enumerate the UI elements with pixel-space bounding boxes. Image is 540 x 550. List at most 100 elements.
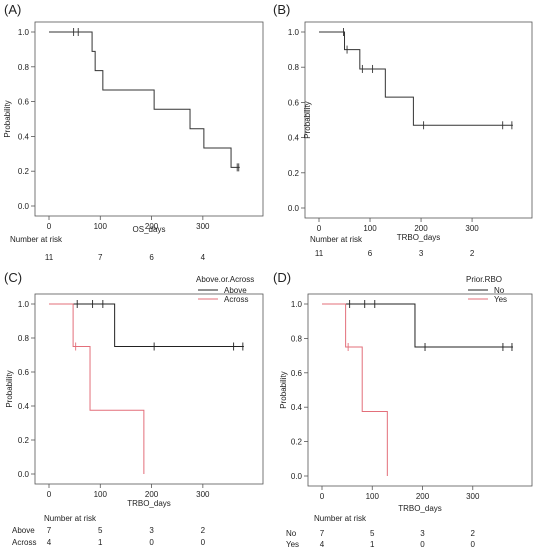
plot-frame — [34, 21, 264, 217]
risk-count: 7 — [47, 526, 52, 535]
survival-curve — [49, 31, 240, 168]
plot-frame — [307, 293, 533, 487]
y-tick-label: 0.8 — [18, 63, 30, 72]
legend-label: Above — [224, 286, 247, 295]
risk-table-title: Number at risk — [310, 235, 363, 244]
panel-label: (D) — [273, 270, 291, 285]
y-axis-title: Probability — [5, 370, 14, 407]
risk-count: 0 — [420, 540, 425, 549]
risk-count: 4 — [201, 253, 206, 262]
survival-curve — [49, 303, 145, 474]
x-axis-title: TRBO_days — [397, 233, 441, 242]
x-tick-label: 0 — [320, 492, 325, 501]
y-tick-label: 0.0 — [291, 472, 303, 481]
risk-count: 3 — [149, 526, 154, 535]
risk-count: 0 — [471, 540, 476, 549]
x-tick-label: 300 — [196, 490, 210, 499]
risk-table-title: Number at risk — [44, 514, 97, 523]
risk-count: 11 — [315, 249, 324, 258]
survival-curve — [319, 31, 513, 126]
y-tick-label: 1.0 — [18, 28, 30, 37]
y-tick-label: 0.4 — [288, 134, 300, 143]
x-axis-title: TRBO_days — [398, 504, 442, 513]
x-axis-title: OS_days — [133, 225, 166, 234]
x-tick-label: 100 — [366, 492, 380, 501]
legend-label: Across — [224, 295, 248, 304]
x-tick-label: 200 — [416, 492, 430, 501]
legend-label: Yes — [494, 295, 507, 304]
x-tick-label: 100 — [94, 490, 108, 499]
x-tick-label: 300 — [466, 492, 480, 501]
risk-count: 3 — [420, 529, 425, 538]
risk-count: 2 — [470, 249, 475, 258]
risk-count: 1 — [98, 538, 103, 547]
risk-table-title: Number at risk — [314, 514, 367, 523]
y-tick-label: 0.6 — [18, 98, 30, 107]
y-tick-label: 0.2 — [288, 169, 300, 178]
survival-curve — [322, 303, 388, 476]
risk-count: 0 — [149, 538, 154, 547]
survival-curve — [322, 303, 513, 348]
risk-count: 0 — [201, 538, 206, 547]
risk-row-label: Across — [12, 538, 36, 547]
y-tick-label: 0.6 — [291, 369, 303, 378]
risk-count: 3 — [419, 249, 424, 258]
risk-count: 11 — [45, 253, 54, 262]
risk-count: 7 — [320, 529, 325, 538]
y-tick-label: 0.6 — [288, 98, 300, 107]
plot-frame — [304, 21, 533, 219]
y-tick-label: 0.4 — [18, 402, 30, 411]
y-tick-label: 0.0 — [18, 202, 30, 211]
survival-curve — [49, 303, 244, 347]
y-tick-label: 0.8 — [291, 334, 303, 343]
x-tick-label: 200 — [145, 490, 159, 499]
risk-count: 4 — [47, 538, 52, 547]
risk-row-label: No — [286, 529, 297, 538]
y-tick-label: 0.2 — [18, 167, 30, 176]
x-axis-title: TRBO_days — [127, 499, 171, 508]
y-tick-label: 0.6 — [18, 368, 30, 377]
x-tick-label: 100 — [94, 222, 108, 231]
risk-count: 2 — [201, 526, 206, 535]
legend-label: No — [494, 286, 505, 295]
x-tick-label: 200 — [414, 224, 428, 233]
y-tick-label: 1.0 — [291, 300, 303, 309]
panel-label: (C) — [4, 270, 22, 285]
y-tick-label: 0.0 — [288, 204, 300, 213]
risk-count: 2 — [471, 529, 476, 538]
panel-label: (B) — [273, 2, 290, 17]
panel-label: (A) — [4, 2, 21, 17]
x-tick-label: 200 — [145, 222, 159, 231]
risk-count: 5 — [98, 526, 103, 535]
y-axis-title: Probability — [279, 371, 288, 408]
y-tick-label: 0.4 — [18, 132, 30, 141]
x-tick-label: 0 — [47, 222, 52, 231]
y-tick-label: 1.0 — [18, 300, 30, 309]
x-tick-label: 0 — [317, 224, 322, 233]
legend-title: Prior.RBO — [466, 275, 502, 284]
x-tick-label: 300 — [196, 222, 210, 231]
legend-title: Above.or.Across — [196, 275, 254, 284]
risk-count: 5 — [370, 529, 375, 538]
risk-table-title: Number at risk — [10, 235, 63, 244]
risk-row-label: Above — [12, 526, 35, 535]
y-axis-title: Probability — [303, 101, 312, 138]
risk-count: 4 — [320, 540, 325, 549]
y-tick-label: 0.4 — [291, 403, 303, 412]
x-tick-label: 100 — [363, 224, 377, 233]
risk-row-label: Yes — [286, 540, 299, 549]
y-tick-label: 0.2 — [291, 438, 303, 447]
y-axis-title: Probability — [3, 100, 12, 137]
y-tick-label: 0.8 — [288, 63, 300, 72]
plot-frame — [34, 293, 264, 485]
y-tick-label: 0.0 — [18, 470, 30, 479]
risk-count: 7 — [98, 253, 103, 262]
y-tick-label: 0.8 — [18, 334, 30, 343]
x-tick-label: 300 — [465, 224, 479, 233]
x-tick-label: 0 — [47, 490, 52, 499]
y-tick-label: 1.0 — [288, 28, 300, 37]
y-tick-label: 0.2 — [18, 436, 30, 445]
risk-count: 6 — [149, 253, 154, 262]
risk-count: 6 — [368, 249, 373, 258]
